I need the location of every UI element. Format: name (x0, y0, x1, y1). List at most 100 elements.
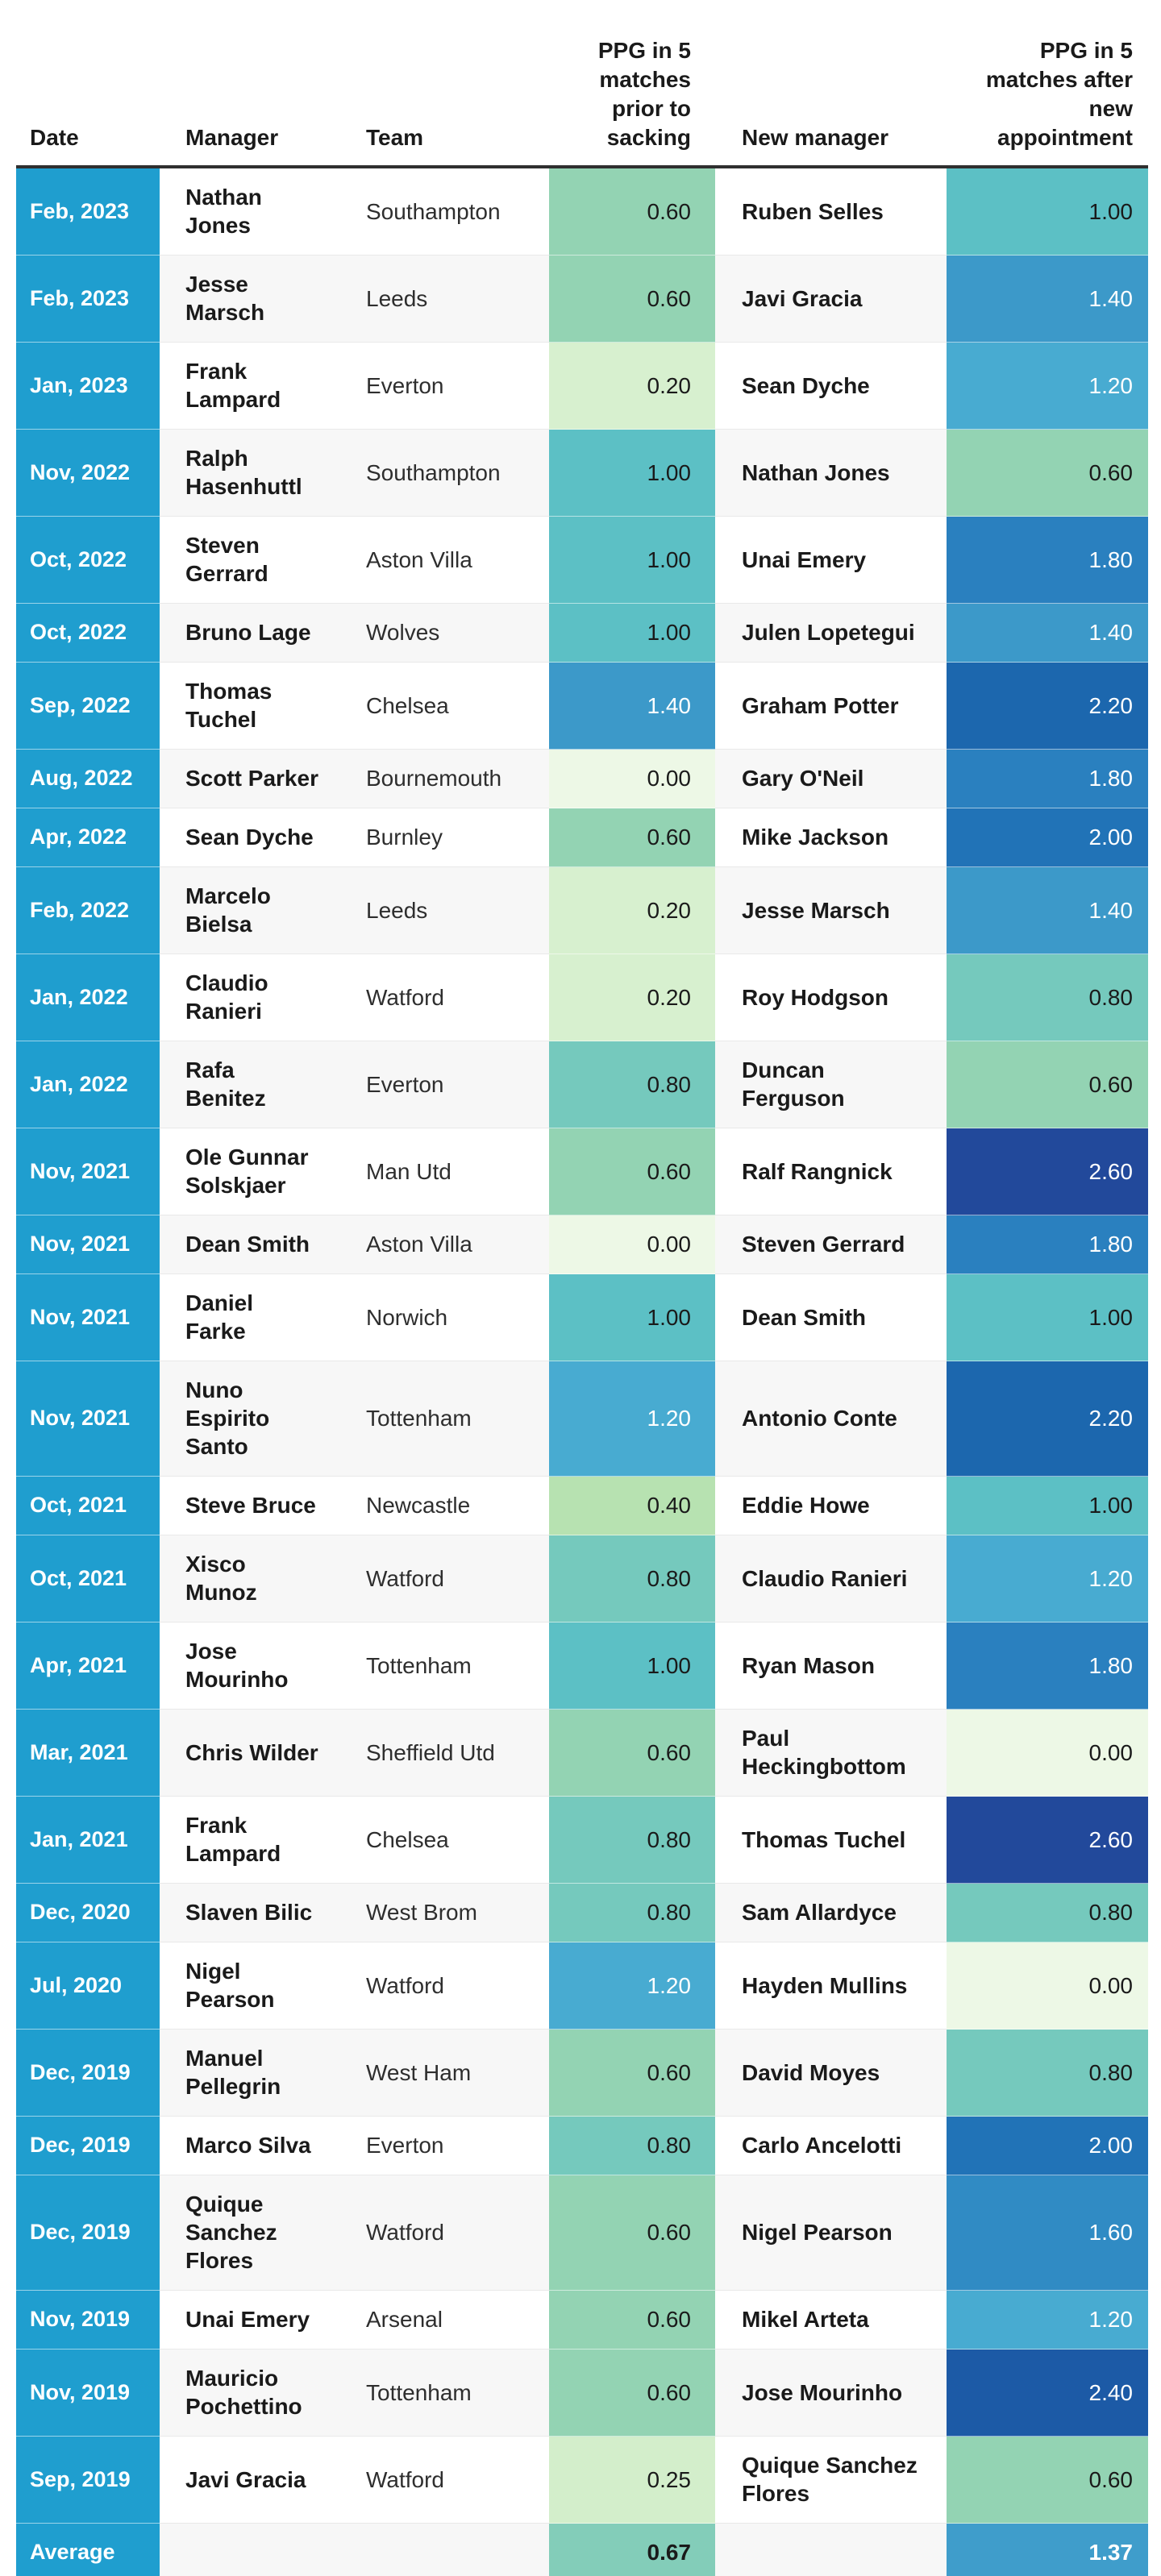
team-cell: Tottenham (355, 1622, 549, 1710)
ppg-after-cell: 0.00 (947, 1942, 1148, 2030)
new-manager-cell: Mikel Arteta (715, 2290, 947, 2350)
ppg-after-cell: 1.80 (947, 1622, 1148, 1710)
team-cell: Watford (355, 1942, 549, 2030)
ppg-before-cell: 0.20 (549, 866, 715, 954)
date-cell: Jan, 2023 (16, 342, 160, 430)
ppg-before-cell: 0.60 (549, 1709, 715, 1797)
ppg-before-cell: 0.40 (549, 1476, 715, 1535)
date-cell: Nov, 2021 (16, 1361, 160, 1477)
team-cell: Watford (355, 2175, 549, 2291)
ppg-after-cell: 2.60 (947, 1796, 1148, 1884)
ppg-after-cell: 0.00 (947, 1709, 1148, 1797)
team-cell: Man Utd (355, 1128, 549, 1215)
average-new-manager-cell (715, 2523, 947, 2576)
column-header-date: Date (16, 0, 160, 168)
team-cell: West Brom (355, 1883, 549, 1942)
ppg-after-cell: 1.80 (947, 1215, 1148, 1274)
new-manager-cell: Nathan Jones (715, 429, 947, 517)
date-cell: Dec, 2020 (16, 1883, 160, 1942)
manager-cell: Ralph Hasenhuttl (160, 429, 355, 517)
ppg-before-cell: 0.60 (549, 808, 715, 867)
date-cell: Nov, 2019 (16, 2290, 160, 2350)
manager-cell: Steven Gerrard (160, 516, 355, 604)
date-cell: Oct, 2022 (16, 516, 160, 604)
new-manager-cell: Jose Mourinho (715, 2349, 947, 2437)
manager-cell: Frank Lampard (160, 1796, 355, 1884)
manager-cell: Claudio Ranieri (160, 954, 355, 1041)
team-cell: Everton (355, 1041, 549, 1128)
date-cell: Aug, 2022 (16, 749, 160, 808)
manager-cell: Frank Lampard (160, 342, 355, 430)
team-cell: Chelsea (355, 1796, 549, 1884)
ppg-after-cell: 1.00 (947, 167, 1148, 256)
date-cell: Sep, 2019 (16, 2436, 160, 2524)
ppg-after-cell: 2.20 (947, 1361, 1148, 1477)
ppg-before-cell: 0.80 (549, 1796, 715, 1884)
ppg-before-cell: 0.60 (549, 2029, 715, 2117)
team-cell: Aston Villa (355, 516, 549, 604)
ppg-after-cell: 0.60 (947, 2436, 1148, 2524)
table-row: Aug, 2022 Scott Parker Bournemouth 0.00 Gary… (16, 749, 1148, 808)
manager-cell: Marcelo Bielsa (160, 866, 355, 954)
manager-cell: Javi Gracia (160, 2436, 355, 2524)
date-cell: Jan, 2022 (16, 1041, 160, 1128)
table-row: Jan, 2022 Claudio Ranieri Watford 0.20 Roy H… (16, 954, 1148, 1041)
average-row: Average 0.67 1.37 (16, 2523, 1148, 2576)
ppg-after-cell: 1.20 (947, 342, 1148, 430)
average-ppg-after-cell: 1.37 (947, 2523, 1148, 2576)
average-label-cell: Average (16, 2523, 160, 2576)
manager-cell: Daniel Farke (160, 1273, 355, 1361)
team-cell: Aston Villa (355, 1215, 549, 1274)
date-cell: Apr, 2021 (16, 1622, 160, 1710)
ppg-before-cell: 0.60 (549, 255, 715, 343)
manager-cell: Thomas Tuchel (160, 662, 355, 750)
new-manager-cell: Javi Gracia (715, 255, 947, 343)
table-row: Nov, 2022 Ralph Hasenhuttl Southampton 1.00… (16, 429, 1148, 517)
ppg-before-cell: 0.60 (549, 1128, 715, 1215)
new-manager-cell: Sean Dyche (715, 342, 947, 430)
date-cell: Feb, 2023 (16, 167, 160, 256)
table-row: Feb, 2023 Jesse Marsch Leeds 0.60 Javi Graci… (16, 255, 1148, 343)
date-cell: Dec, 2019 (16, 2175, 160, 2291)
ppg-before-cell: 0.60 (549, 2349, 715, 2437)
manager-cell: Bruno Lage (160, 603, 355, 663)
date-cell: Apr, 2022 (16, 808, 160, 867)
new-manager-cell: Antonio Conte (715, 1361, 947, 1477)
table-row: Dec, 2019 Manuel Pellegrin West Ham 0.60 Dav… (16, 2029, 1148, 2117)
ppg-before-cell: 0.00 (549, 1215, 715, 1274)
team-cell: Bournemouth (355, 749, 549, 808)
ppg-after-cell: 0.60 (947, 1041, 1148, 1128)
manager-cell: Jesse Marsch (160, 255, 355, 343)
ppg-after-cell: 0.80 (947, 1883, 1148, 1942)
team-cell: Watford (355, 1535, 549, 1622)
table-row: Feb, 2023 Nathan Jones Southampton 0.60 Rube… (16, 167, 1148, 256)
header-row: Date Manager Team PPG in 5 matches prior to… (16, 0, 1148, 168)
manager-cell: Unai Emery (160, 2290, 355, 2350)
table-row: Oct, 2022 Steven Gerrard Aston Villa 1.00 Un… (16, 516, 1148, 604)
team-cell: Chelsea (355, 662, 549, 750)
new-manager-cell: Mike Jackson (715, 808, 947, 867)
table-row: Jan, 2022 Rafa Benitez Everton 0.80 Duncan F… (16, 1041, 1148, 1128)
manager-cell: Nathan Jones (185, 185, 262, 238)
table-row: Dec, 2019 Marco Silva Everton 0.80 Carlo Anc… (16, 2116, 1148, 2175)
team-cell: Southampton (366, 198, 501, 224)
table-row: Nov, 2021 Ole Gunnar Solskjaer Man Utd 0.60… (16, 1128, 1148, 1215)
date-cell: Nov, 2019 (16, 2349, 160, 2437)
team-cell: Watford (355, 954, 549, 1041)
new-manager-cell: Paul Heckingbottom (715, 1709, 947, 1797)
table-row: Jan, 2021 Frank Lampard Chelsea 0.80 Thomas … (16, 1796, 1148, 1884)
table-row: Nov, 2021 Nuno Espirito Santo Tottenham 1.2… (16, 1361, 1148, 1477)
new-manager-cell: Ruben Selles (742, 198, 884, 224)
column-header-manager: Manager (160, 0, 355, 168)
new-manager-cell: Roy Hodgson (715, 954, 947, 1041)
team-cell: Burnley (355, 808, 549, 867)
date-cell: Dec, 2019 (16, 2116, 160, 2175)
new-manager-cell: Hayden Mullins (715, 1942, 947, 2030)
average-team-cell (355, 2523, 549, 2576)
ppg-before-cell: 1.00 (549, 1622, 715, 1710)
date-cell: Jan, 2021 (16, 1796, 160, 1884)
manager-cell: Chris Wilder (160, 1709, 355, 1797)
manager-cell: Nuno Espirito Santo (160, 1361, 355, 1477)
date-cell: Mar, 2021 (16, 1709, 160, 1797)
ppg-after-cell: 1.60 (947, 2175, 1148, 2291)
